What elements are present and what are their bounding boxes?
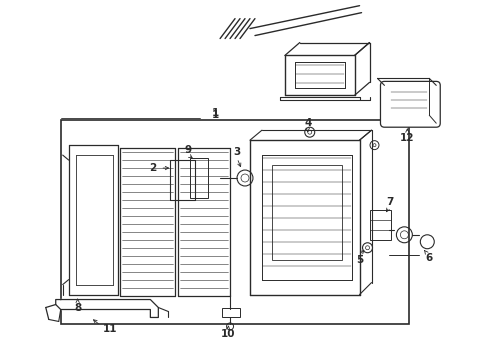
Bar — [61, 120, 409, 324]
Text: 5: 5 — [356, 255, 363, 265]
FancyBboxPatch shape — [380, 81, 440, 127]
Text: 1: 1 — [212, 110, 219, 120]
Bar — [272, 165, 342, 260]
Circle shape — [370, 141, 379, 150]
Text: 1: 1 — [212, 108, 219, 118]
Text: 6: 6 — [426, 253, 433, 263]
Text: 4: 4 — [304, 118, 312, 128]
Bar — [369, 210, 392, 240]
Bar — [222, 307, 240, 318]
Circle shape — [305, 127, 315, 137]
Text: 12: 12 — [400, 133, 415, 143]
Text: 9: 9 — [185, 145, 192, 155]
Text: 11: 11 — [103, 324, 118, 334]
Text: 10: 10 — [221, 329, 235, 339]
Polygon shape — [56, 300, 158, 318]
Text: 3: 3 — [233, 147, 241, 157]
Bar — [394, 88, 415, 113]
Text: 8: 8 — [74, 302, 81, 312]
Text: 7: 7 — [386, 197, 393, 207]
Bar — [190, 158, 208, 198]
Text: 2: 2 — [149, 163, 156, 173]
